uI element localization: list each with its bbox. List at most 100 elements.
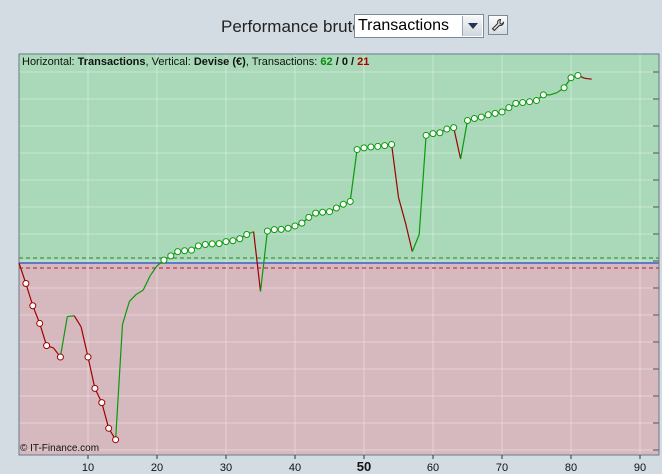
data-point	[450, 124, 458, 132]
data-point	[105, 424, 113, 432]
page-title: Performance brute	[221, 17, 362, 36]
data-point	[236, 235, 244, 243]
data-point	[526, 98, 534, 106]
data-point	[374, 142, 382, 150]
series-segment	[80, 326, 89, 358]
data-point	[346, 197, 354, 205]
data-point	[229, 237, 237, 245]
data-point	[353, 146, 361, 154]
data-point	[98, 399, 106, 407]
data-point	[539, 91, 547, 99]
series-segment	[411, 234, 420, 252]
data-point	[505, 104, 513, 112]
series-segment	[391, 144, 400, 198]
data-point	[512, 99, 520, 107]
series-segment	[39, 323, 48, 346]
series-segment	[128, 293, 137, 302]
series-segment	[115, 324, 124, 440]
series-segment	[584, 77, 592, 80]
data-point	[29, 302, 37, 310]
count-positive: 62	[320, 56, 333, 68]
vertical-value: Devise (€)	[193, 56, 246, 68]
data-point	[560, 84, 568, 92]
data-point	[112, 436, 120, 444]
data-point	[464, 117, 471, 124]
data-point	[567, 74, 575, 82]
series-segment	[397, 197, 406, 223]
data-point	[291, 222, 299, 230]
data-point	[422, 131, 430, 139]
data-point	[270, 226, 278, 234]
data-point	[284, 224, 292, 232]
data-point	[443, 125, 451, 133]
data-point	[332, 204, 340, 212]
data-point	[574, 71, 582, 79]
series-segment	[87, 356, 96, 389]
x-tick-label: 80	[565, 462, 577, 474]
series-segment	[253, 231, 262, 292]
series-segment	[453, 127, 462, 160]
series-segment	[121, 301, 130, 325]
data-point	[339, 200, 347, 208]
data-point	[319, 208, 327, 216]
count-negative: 21	[357, 56, 370, 68]
data-point	[429, 130, 437, 138]
x-tick-label: 10	[82, 462, 94, 474]
data-point	[91, 384, 99, 392]
data-point	[533, 97, 540, 105]
sep-1: /	[335, 56, 339, 68]
series-segment	[149, 265, 158, 277]
wrench-settings-button[interactable]	[488, 15, 508, 35]
series-segment	[460, 120, 469, 160]
data-point	[312, 209, 320, 217]
series-segment	[25, 283, 34, 306]
credit-text: © IT-Finance.com	[20, 443, 100, 454]
positive-zone	[19, 54, 659, 263]
data-point	[201, 240, 209, 248]
horizontal-label: Horizontal:	[22, 56, 75, 68]
metric-select[interactable]: Transactions	[354, 14, 484, 38]
data-point	[436, 129, 444, 137]
toolbar: Performance brute Transactions	[0, 12, 662, 42]
series-segment	[18, 262, 27, 284]
sep-2: /	[351, 56, 355, 68]
data-point	[519, 99, 527, 107]
series-segment	[73, 315, 82, 328]
x-tick-label: 50	[357, 459, 371, 474]
data-point	[263, 227, 271, 235]
data-point	[470, 115, 478, 123]
data-point	[181, 247, 189, 255]
series-segment	[67, 315, 75, 318]
data-point	[491, 109, 499, 117]
data-point	[305, 213, 313, 221]
series-segment	[135, 289, 144, 295]
x-tick-label: 20	[151, 462, 163, 474]
x-tick-label: 90	[634, 462, 646, 474]
data-point	[208, 240, 216, 248]
x-tick-label: 40	[289, 462, 301, 474]
chart-info-line: Horizontal: Transactions, Vertical: Devi…	[22, 56, 370, 68]
x-tick-label: 70	[496, 462, 508, 474]
metric-select-value: Transactions	[358, 17, 449, 34]
data-point	[388, 140, 396, 148]
series-segment	[404, 222, 413, 252]
data-point	[167, 252, 175, 260]
chevron-down-icon[interactable]	[462, 16, 482, 36]
data-point	[188, 246, 195, 254]
plot-frame	[18, 53, 660, 456]
x-tick-label: 30	[220, 462, 232, 474]
negative-zone	[19, 263, 659, 455]
series-segment	[142, 275, 151, 291]
data-point	[477, 113, 485, 121]
series-segment	[418, 135, 427, 235]
data-point	[84, 353, 92, 361]
transactions-label: Transactions:	[251, 56, 318, 68]
vertical-label: Vertical:	[151, 56, 191, 68]
data-point	[367, 143, 375, 151]
data-point	[174, 248, 182, 256]
data-point	[298, 219, 306, 227]
data-point	[160, 256, 168, 264]
data-point	[498, 108, 506, 116]
data-point	[222, 238, 230, 246]
